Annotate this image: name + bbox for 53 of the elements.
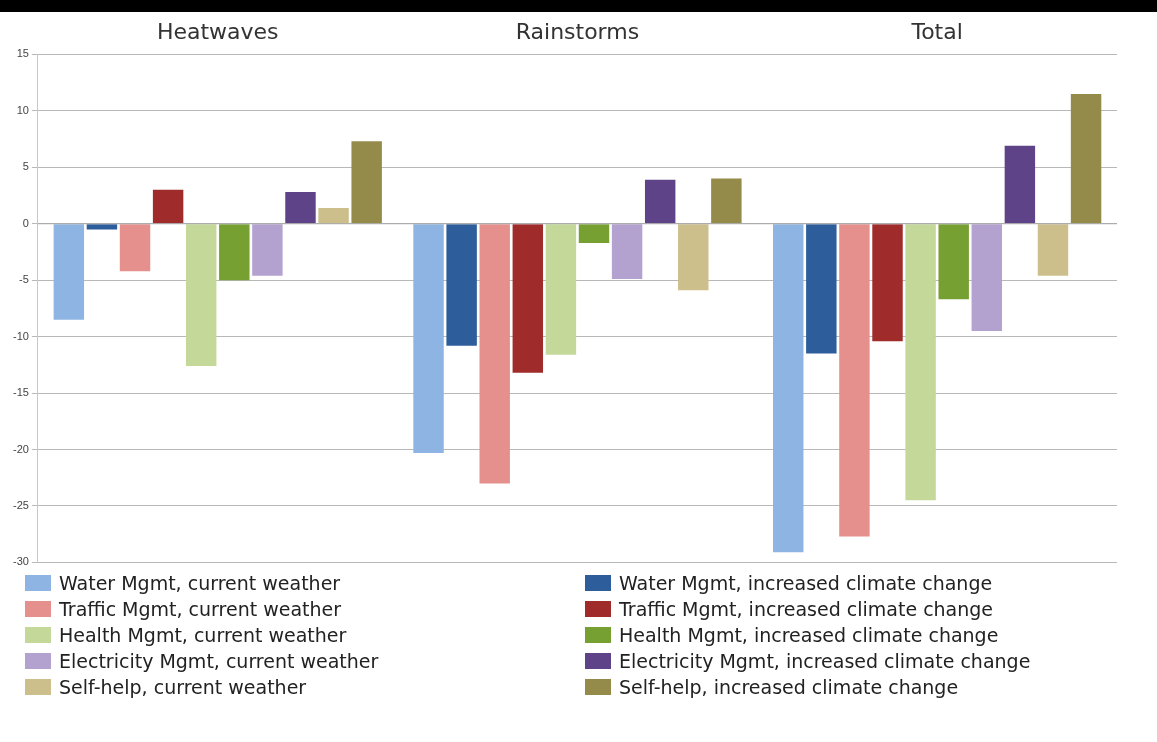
bar [1004, 145, 1036, 224]
bar [479, 224, 510, 484]
bar [806, 224, 837, 354]
bar [119, 224, 151, 272]
bar [578, 224, 610, 243]
y-tick-label: -5 [19, 273, 29, 286]
bar [351, 141, 382, 224]
bar [219, 224, 250, 281]
y-tick-label: -25 [12, 498, 29, 511]
bar [446, 224, 477, 346]
legend-label: Traffic Mgmt, current weather [59, 598, 342, 620]
x-tick-label: Heatwaves [156, 18, 279, 44]
legend-label: Electricity Mgmt, increased climate change [619, 650, 1031, 672]
y-tick-label: 15 [16, 47, 29, 60]
bar [938, 224, 969, 300]
bar [413, 224, 444, 453]
bar [252, 224, 283, 276]
bar [185, 224, 217, 366]
bar [678, 224, 709, 291]
y-tick-label: 5 [22, 160, 29, 173]
y-tick-label: -20 [12, 442, 29, 455]
bar [1070, 93, 1102, 224]
legend-label: Health Mgmt, increased climate change [619, 624, 999, 646]
legend-label: Health Mgmt, current weather [59, 624, 347, 646]
bar [971, 224, 1003, 331]
y-tick-label: -30 [12, 555, 29, 568]
legend-label: Water Mgmt, current weather [59, 572, 341, 594]
bar [86, 224, 118, 230]
bar [53, 224, 85, 320]
legend-label: Self-help, current weather [59, 676, 307, 698]
bar [711, 178, 742, 224]
y-tick-label: -15 [12, 386, 29, 399]
bar [905, 224, 936, 501]
y-tick-label: 0 [22, 216, 29, 229]
bar [839, 224, 870, 537]
bar [318, 207, 349, 224]
y-tick-label: -10 [12, 329, 29, 342]
bar [611, 224, 643, 280]
bar [1037, 224, 1069, 276]
x-tick-label: Total [910, 18, 963, 44]
legend-label: Self-help, increased climate change [619, 676, 959, 698]
bar [152, 189, 184, 224]
x-tick-label: Rainstorms [515, 18, 640, 44]
bar [512, 224, 544, 373]
legend-label: Traffic Mgmt, increased climate change [619, 598, 994, 620]
bar [773, 224, 804, 553]
legend-label: Water Mgmt, increased climate change [619, 572, 993, 594]
bar [644, 179, 676, 224]
legend-label: Electricity Mgmt, current weather [59, 650, 379, 672]
y-tick-label: 10 [16, 103, 29, 116]
bar [545, 224, 577, 355]
bar [872, 224, 903, 342]
bar [285, 192, 316, 224]
